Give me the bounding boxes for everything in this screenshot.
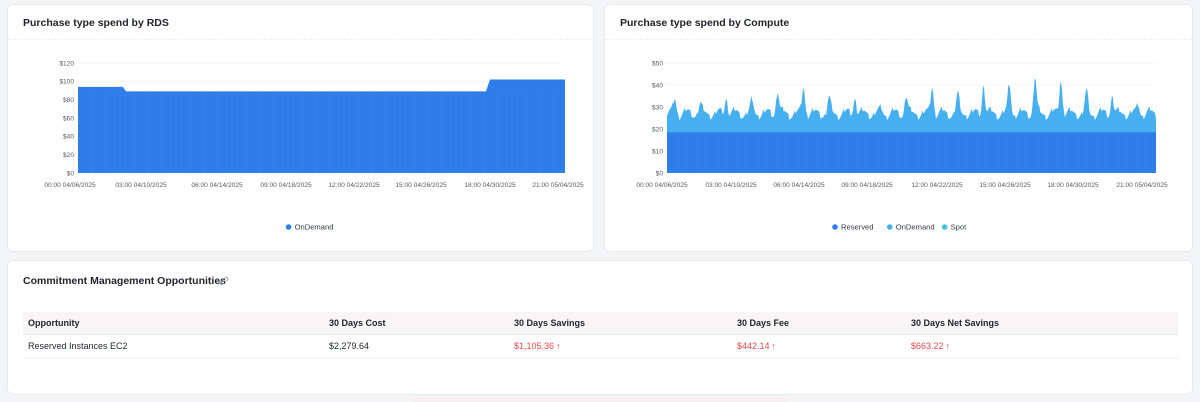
y-tick-label: $50 bbox=[652, 60, 663, 67]
compute-chart-title: Purchase type spend by Compute bbox=[620, 17, 790, 29]
x-tick-label: 09:00 04/18/2025 bbox=[260, 182, 312, 189]
column-header-fee[interactable]: 30 Days Fee bbox=[732, 312, 906, 335]
x-tick-label: 18:00 04/30/2025 bbox=[1047, 182, 1099, 189]
x-tick-label: 00:00 04/06/2025 bbox=[636, 182, 688, 189]
y-tick-label: $0 bbox=[656, 170, 664, 177]
legend-label: OnDemand bbox=[896, 223, 935, 232]
fee-cell: $442.14 ↑ bbox=[732, 334, 906, 359]
x-tick-label: 15:00 04/26/2025 bbox=[979, 182, 1031, 189]
x-tick-label: 06:00 04/14/2025 bbox=[191, 182, 243, 189]
column-header-cost[interactable]: 30 Days Cost bbox=[324, 312, 509, 335]
x-tick-label: 12:00 04/22/2025 bbox=[328, 182, 380, 189]
x-tick-label: 21:00 05/04/2025 bbox=[532, 182, 584, 189]
y-tick-label: $20 bbox=[63, 152, 74, 159]
legend-item-reserved[interactable]: Reserved bbox=[832, 223, 874, 232]
legend-label: Spot bbox=[951, 223, 968, 232]
y-tick-label: $40 bbox=[63, 134, 74, 141]
table-header-row: Opportunity 30 Days Cost 30 Days Savings… bbox=[23, 312, 1178, 335]
opportunities-table: Opportunity 30 Days Cost 30 Days Savings… bbox=[23, 312, 1178, 359]
x-tick-label: 03:00 04/10/2025 bbox=[115, 182, 167, 189]
bottom-scroll-hint bbox=[410, 398, 790, 402]
fee-value: $442.14 bbox=[737, 341, 770, 351]
y-tick-label: $120 bbox=[59, 60, 74, 67]
column-header-opportunity[interactable]: Opportunity bbox=[23, 312, 324, 335]
column-header-savings[interactable]: 30 Days Savings bbox=[509, 312, 732, 335]
rds-divider bbox=[8, 39, 593, 40]
rds-spend-card: Purchase type spend by RDS $120 $100 $80 $6… bbox=[7, 4, 594, 252]
ondemand-area bbox=[78, 79, 565, 173]
y-tick-label: $20 bbox=[652, 126, 663, 133]
legend-dot bbox=[832, 224, 838, 230]
compute-chart: $50 $40 $30 $20 $10 $0 00:00 04/06/2025 03:00 0… bbox=[636, 60, 1168, 232]
reserved-area bbox=[667, 132, 1156, 173]
legend-label: OnDemand bbox=[295, 223, 334, 232]
x-tick-label: 09:00 04/18/2025 bbox=[841, 182, 893, 189]
rds-chart: $120 $100 $80 $60 $40 $20 $0 00:00 04/06/2025 03… bbox=[44, 60, 584, 232]
y-tick-label: $60 bbox=[63, 115, 74, 122]
arrow-up-icon: ↑ bbox=[945, 341, 951, 351]
x-tick-label: 03:00 04/10/2025 bbox=[705, 182, 757, 189]
x-tick-label: 18:00 04/30/2025 bbox=[464, 182, 516, 189]
x-tick-label: 15:00 04/26/2025 bbox=[395, 182, 447, 189]
x-tick-label: 21:00 05/04/2025 bbox=[1116, 182, 1168, 189]
x-tick-label: 06:00 04/14/2025 bbox=[773, 182, 825, 189]
legend-dot bbox=[887, 224, 893, 230]
link-icon[interactable] bbox=[219, 276, 229, 286]
legend-label: Reserved bbox=[841, 223, 874, 232]
y-tick-label: $0 bbox=[67, 170, 75, 177]
arrow-up-icon: ↑ bbox=[771, 341, 777, 351]
x-tick-label: 00:00 04/06/2025 bbox=[44, 182, 96, 189]
commitment-title: Commitment Management Opportunities bbox=[23, 275, 227, 287]
y-tick-label: $80 bbox=[63, 97, 74, 104]
legend-dot bbox=[941, 224, 948, 230]
y-tick-label: $40 bbox=[652, 82, 663, 89]
legend-item-ondemand[interactable]: OnDemand bbox=[887, 223, 935, 232]
opportunity-cell: Reserved Instances EC2 bbox=[23, 334, 324, 359]
net-savings-value: $663.22 bbox=[911, 341, 944, 351]
commitment-opportunities-card: Commitment Management Opportunities Oppo… bbox=[7, 260, 1193, 395]
legend-item-spot[interactable]: Spot bbox=[941, 223, 968, 232]
table-row[interactable]: Reserved Instances EC2 $2,279.64 $1,105.… bbox=[23, 334, 1178, 359]
cost-cell: $2,279.64 bbox=[324, 334, 509, 359]
compute-spend-card: Purchase type spend by Compute $50 $40 $30… bbox=[604, 4, 1193, 252]
savings-value: $1,105.36 bbox=[514, 341, 555, 351]
compute-divider bbox=[605, 39, 1192, 40]
arrow-up-icon: ↑ bbox=[556, 341, 561, 351]
legend-item-ondemand[interactable]: OnDemand bbox=[285, 223, 334, 232]
x-tick-label: 12:00 04/22/2025 bbox=[911, 182, 963, 189]
column-header-net-savings[interactable]: 30 Days Net Savings bbox=[906, 312, 1178, 335]
y-tick-label: $100 bbox=[59, 79, 74, 86]
legend-dot bbox=[285, 224, 292, 230]
net-savings-cell: $663.22 ↑ bbox=[906, 334, 1178, 359]
savings-cell: $1,105.36 ↑ bbox=[509, 334, 732, 359]
y-tick-label: $30 bbox=[652, 104, 663, 111]
rds-chart-title: Purchase type spend by RDS bbox=[23, 17, 169, 29]
y-tick-label: $10 bbox=[652, 148, 663, 155]
